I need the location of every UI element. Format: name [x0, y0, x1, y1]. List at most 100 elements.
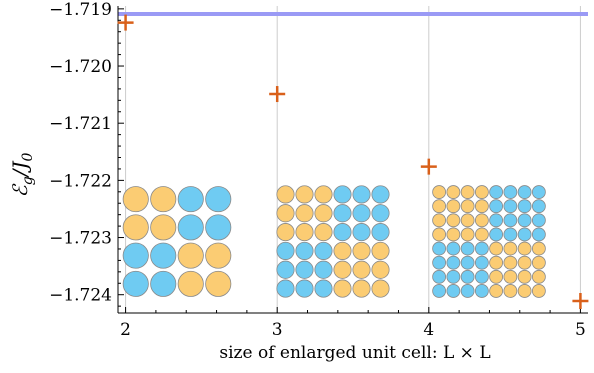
- orange-disk: [150, 214, 177, 241]
- blue-disk: [205, 214, 232, 241]
- blue-disk: [314, 279, 333, 298]
- blue-disk: [352, 204, 371, 223]
- y-tick-label: −1.724: [49, 286, 112, 306]
- orange-disk: [489, 255, 504, 270]
- blue-disk: [295, 279, 314, 298]
- orange-disk: [503, 269, 518, 284]
- blue-disk: [503, 213, 518, 228]
- data-point: [572, 292, 589, 309]
- inset-L3: [276, 185, 390, 298]
- blue-disk: [531, 227, 546, 242]
- blue-disk: [531, 199, 546, 214]
- blue-disk: [314, 260, 333, 279]
- blue-disk: [314, 241, 333, 260]
- orange-disk: [314, 204, 333, 223]
- orange-disk: [531, 269, 546, 284]
- blue-disk: [371, 223, 390, 242]
- orange-disk: [276, 204, 295, 223]
- data-points: [117, 14, 589, 309]
- blue-disk: [333, 223, 352, 242]
- x-tick-label: 5: [575, 320, 586, 340]
- orange-disk: [295, 204, 314, 223]
- blue-disk: [333, 185, 352, 204]
- y-tick-label: −1.719: [49, 0, 112, 20]
- inset-L2: [122, 186, 232, 297]
- blue-disk: [474, 269, 489, 284]
- y-axis-label: ℰg/J0: [8, 153, 36, 198]
- orange-disk: [489, 284, 504, 298]
- blue-disk: [503, 199, 518, 214]
- blue-disk: [122, 270, 149, 297]
- orange-disk: [503, 241, 518, 256]
- blue-disk: [489, 185, 504, 199]
- orange-disk: [432, 227, 447, 242]
- orange-disk: [177, 242, 204, 269]
- blue-disk: [150, 242, 177, 269]
- y-axis-label-rest-sub: 0: [20, 153, 36, 162]
- x-tick-label: 2: [120, 320, 131, 340]
- orange-disk: [276, 185, 295, 204]
- orange-disk: [352, 260, 371, 279]
- data-point: [269, 86, 286, 103]
- blue-disk: [333, 204, 352, 223]
- orange-disk: [517, 241, 532, 256]
- orange-disk: [460, 227, 475, 242]
- y-axis-label-main: ℰ: [8, 183, 32, 197]
- inset-L4: [432, 185, 546, 298]
- orange-disk: [432, 199, 447, 214]
- blue-disk: [177, 214, 204, 241]
- orange-disk: [371, 241, 390, 260]
- blue-disk: [205, 186, 232, 213]
- orange-disk: [150, 186, 177, 213]
- unit-cell-insets: [122, 185, 546, 298]
- blue-disk: [460, 269, 475, 284]
- orange-disk: [446, 199, 461, 214]
- blue-disk: [432, 284, 447, 298]
- orange-disk: [503, 255, 518, 270]
- orange-disk: [314, 185, 333, 204]
- blue-disk: [432, 269, 447, 284]
- blue-disk: [122, 242, 149, 269]
- blue-disk: [474, 284, 489, 298]
- orange-disk: [295, 223, 314, 242]
- blue-disk: [446, 284, 461, 298]
- blue-disk: [177, 186, 204, 213]
- orange-disk: [474, 185, 489, 199]
- orange-disk: [460, 185, 475, 199]
- orange-disk: [531, 255, 546, 270]
- y-tick-label: −1.722: [49, 171, 112, 191]
- data-point: [420, 158, 437, 175]
- x-tick-label: 4: [423, 320, 434, 340]
- orange-disk: [489, 269, 504, 284]
- orange-disk: [517, 269, 532, 284]
- blue-disk: [295, 260, 314, 279]
- blue-disk: [489, 199, 504, 214]
- orange-disk: [177, 270, 204, 297]
- orange-disk: [122, 186, 149, 213]
- blue-disk: [352, 223, 371, 242]
- tick-labels: −1.719 −1.720 −1.721 −1.722 −1.723 −1.724 2 3 4 5: [49, 0, 586, 340]
- blue-disk: [276, 260, 295, 279]
- orange-disk: [295, 185, 314, 204]
- blue-disk: [276, 241, 295, 260]
- orange-disk: [446, 185, 461, 199]
- y-axis-label-sub: g: [20, 176, 36, 185]
- orange-disk: [205, 270, 232, 297]
- blue-disk: [432, 255, 447, 270]
- orange-disk: [446, 227, 461, 242]
- y-tick-label: −1.723: [49, 229, 112, 249]
- orange-disk: [474, 199, 489, 214]
- y-axis-label-rest: /J: [8, 161, 32, 179]
- orange-disk: [352, 279, 371, 298]
- blue-disk: [460, 255, 475, 270]
- orange-disk: [517, 255, 532, 270]
- blue-disk: [517, 185, 532, 199]
- orange-disk: [333, 241, 352, 260]
- orange-disk: [432, 185, 447, 199]
- y-tick-label: −1.721: [49, 114, 112, 134]
- x-axis-label: size of enlarged unit cell: L × L: [219, 343, 490, 363]
- blue-disk: [371, 204, 390, 223]
- blue-disk: [531, 185, 546, 199]
- orange-disk: [531, 284, 546, 298]
- blue-disk: [474, 241, 489, 256]
